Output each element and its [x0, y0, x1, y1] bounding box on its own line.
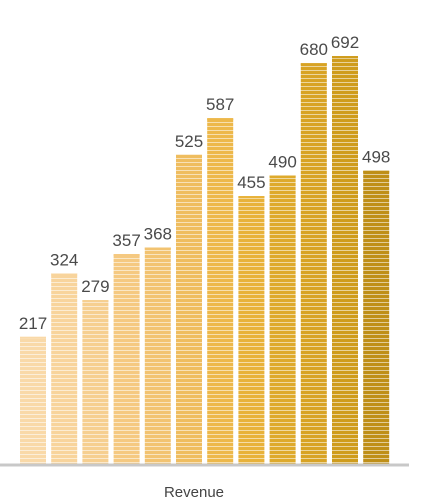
bar-top-edge-6	[176, 154, 202, 157]
value-label-7: 587	[206, 95, 234, 114]
bar-top-edge-4	[113, 254, 140, 256]
value-label-6: 525	[175, 132, 203, 151]
bar-7	[207, 118, 234, 465]
bar-top-edge-3	[82, 300, 109, 303]
value-label-2: 324	[50, 251, 78, 270]
bar-top-edge-2	[51, 273, 78, 276]
value-label-4: 357	[112, 231, 140, 250]
bar-top-edge-7	[207, 118, 234, 121]
bar-9	[269, 175, 296, 465]
bar-5	[144, 247, 171, 465]
bar-11	[332, 56, 358, 465]
bar-6	[176, 154, 202, 466]
value-label-3: 279	[81, 277, 109, 296]
bar-10	[300, 63, 327, 465]
value-label-8: 455	[237, 173, 265, 192]
value-label-10: 680	[300, 40, 328, 59]
value-label-1: 217	[19, 314, 47, 333]
value-label-5: 368	[144, 225, 172, 244]
bar-top-edge-11	[332, 56, 358, 59]
bar-4	[113, 254, 140, 465]
value-label-9: 490	[268, 153, 296, 172]
bar-top-edge-10	[300, 63, 327, 66]
bar-1	[20, 336, 46, 465]
value-label-11: 692	[331, 33, 359, 52]
bar-12	[363, 170, 390, 465]
bar-top-edge-9	[269, 175, 296, 178]
bar-2	[51, 273, 78, 465]
bars-layer	[20, 56, 390, 466]
bar-3	[82, 300, 109, 465]
bar-8	[238, 196, 265, 465]
bar-top-edge-5	[144, 247, 171, 250]
x-axis-label: Revenue	[164, 484, 224, 501]
bar-top-edge-12	[363, 170, 390, 173]
value-label-12: 498	[362, 148, 390, 167]
bar-top-edge-8	[238, 196, 265, 199]
bar-top-edge-1	[20, 336, 46, 339]
